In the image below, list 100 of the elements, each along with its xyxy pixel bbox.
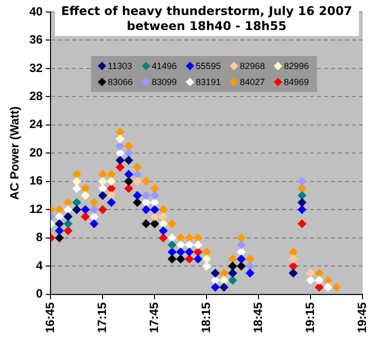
x-tick-label: 19:15 xyxy=(302,302,317,334)
point xyxy=(194,233,203,242)
point xyxy=(150,219,160,228)
point xyxy=(194,254,203,264)
point xyxy=(158,219,168,228)
point xyxy=(98,176,108,186)
point xyxy=(323,276,332,285)
y-tick-label: 40 xyxy=(29,4,44,18)
point xyxy=(64,219,73,228)
point xyxy=(150,212,160,222)
point xyxy=(220,276,229,285)
legend-label: 84969 xyxy=(284,77,309,87)
point xyxy=(54,233,64,242)
point xyxy=(124,148,134,158)
point xyxy=(176,240,186,250)
point xyxy=(124,170,134,179)
point xyxy=(220,268,229,278)
point xyxy=(54,226,64,236)
point xyxy=(220,282,229,292)
point xyxy=(80,191,90,200)
point xyxy=(176,254,186,264)
point xyxy=(236,262,246,271)
x-tick-label: 17:15 xyxy=(95,302,110,334)
point xyxy=(158,233,168,242)
point xyxy=(314,276,324,285)
point xyxy=(116,148,125,158)
legend-label: 11303 xyxy=(108,61,132,71)
point xyxy=(90,205,99,214)
point xyxy=(116,134,125,144)
point xyxy=(210,282,220,292)
legend-label: 82996 xyxy=(284,61,309,71)
y-tick-label: 20 xyxy=(29,145,44,160)
legend-label: 55595 xyxy=(196,61,221,71)
point xyxy=(158,226,168,236)
point xyxy=(236,240,246,250)
point xyxy=(132,162,142,172)
point xyxy=(116,142,125,151)
point xyxy=(64,226,73,236)
point xyxy=(142,219,151,228)
point xyxy=(54,212,64,222)
point xyxy=(124,142,134,151)
point xyxy=(54,205,64,214)
point xyxy=(288,254,298,264)
point xyxy=(306,268,316,278)
point xyxy=(168,219,177,228)
point xyxy=(288,268,298,278)
point xyxy=(306,276,316,285)
point xyxy=(228,254,238,264)
point xyxy=(297,198,306,208)
point xyxy=(297,176,306,186)
point xyxy=(132,198,142,208)
point xyxy=(72,170,82,179)
point xyxy=(72,176,82,186)
point xyxy=(124,184,134,193)
point xyxy=(176,233,186,242)
y-tick-label: 4 xyxy=(36,258,44,272)
point xyxy=(228,268,238,278)
point xyxy=(124,176,134,186)
point xyxy=(80,205,90,214)
point xyxy=(80,184,90,193)
x-tick-label: 18:15 xyxy=(198,302,213,334)
point xyxy=(106,198,116,208)
legend-label: 83066 xyxy=(108,77,133,87)
point xyxy=(106,176,116,186)
point xyxy=(202,247,212,256)
y-tick-label: 12 xyxy=(29,202,44,216)
point xyxy=(64,212,73,222)
point xyxy=(246,268,255,278)
point xyxy=(168,233,177,242)
point xyxy=(236,254,246,264)
y-tick-label: 16 xyxy=(29,174,44,188)
legend-label: 41496 xyxy=(152,61,177,71)
point xyxy=(202,262,212,271)
x-tick-label: 16:45 xyxy=(43,302,58,334)
point xyxy=(184,247,194,256)
legend-label: 83099 xyxy=(152,77,177,87)
point xyxy=(288,262,298,271)
point xyxy=(106,184,116,193)
y-tick-label: 24 xyxy=(29,117,44,132)
point xyxy=(98,170,108,179)
point xyxy=(184,240,194,250)
legend-label: 82968 xyxy=(240,61,265,71)
point xyxy=(64,198,73,208)
point xyxy=(202,254,212,264)
y-tick-label: 36 xyxy=(29,32,44,47)
point xyxy=(90,198,99,208)
y-tick-label: 0 xyxy=(36,286,44,301)
point xyxy=(132,191,142,200)
point xyxy=(106,170,116,179)
point xyxy=(98,191,108,200)
point xyxy=(54,219,64,228)
point xyxy=(297,205,306,214)
point xyxy=(116,127,125,136)
point xyxy=(132,176,142,186)
point xyxy=(150,191,160,200)
point xyxy=(176,247,186,256)
point xyxy=(142,176,151,186)
point xyxy=(150,184,160,193)
point xyxy=(158,212,168,222)
point xyxy=(323,282,332,292)
